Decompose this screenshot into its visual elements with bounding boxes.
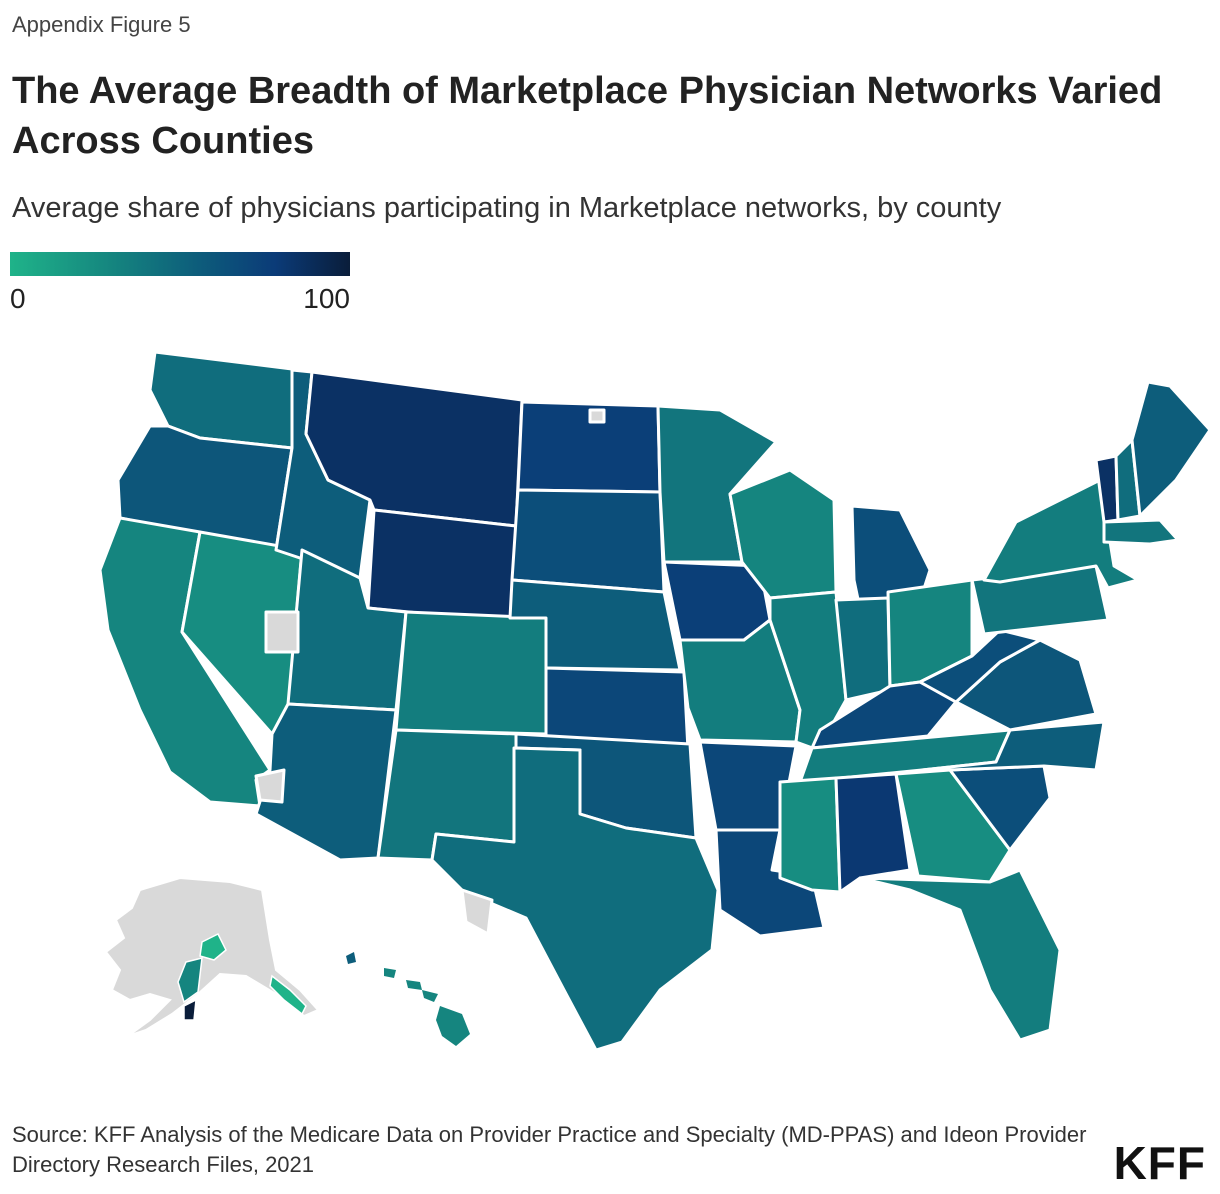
alaska-region	[177, 957, 203, 1004]
hawaii-island	[346, 952, 356, 964]
state-texas	[430, 746, 720, 1052]
us-county-map	[98, 350, 1212, 1052]
state-massachusetts	[1102, 518, 1180, 546]
state-new-york	[982, 478, 1140, 590]
state-wyoming	[366, 508, 518, 624]
no-data-regions	[104, 408, 606, 1046]
legend-max-label: 100	[303, 283, 350, 314]
alaska-region	[199, 932, 227, 961]
state-north-carolina	[920, 720, 1106, 772]
source-note: Source: KFF Analysis of the Medicare Dat…	[12, 1122, 1087, 1177]
state-mississippi	[778, 776, 842, 894]
color-scale-legend	[10, 252, 350, 276]
state-arizona	[254, 702, 398, 862]
state-regions	[98, 350, 1212, 1052]
hawaii-island	[436, 1006, 470, 1046]
alaska-region	[183, 998, 197, 1021]
state-colorado	[394, 610, 548, 736]
figure-label: Appendix Figure 5	[12, 12, 191, 37]
hawaii-island	[384, 968, 396, 978]
state-indiana	[834, 596, 892, 702]
no-data-area	[460, 888, 494, 936]
no-data-area	[264, 610, 300, 654]
chart-subtitle: Average share of physicians participatin…	[12, 192, 1002, 224]
no-data-area	[254, 768, 286, 804]
state-maine	[1130, 380, 1212, 518]
hawaii-island	[422, 990, 438, 1002]
state-west-virginia	[918, 628, 1042, 704]
state-florida	[858, 868, 1062, 1042]
no-data-area	[588, 408, 606, 424]
chart-title: The Average Breadth of Marketplace Physi…	[12, 70, 1163, 162]
alaska-region	[269, 974, 307, 1016]
kff-logo: KFF	[1113, 1137, 1206, 1189]
hawaii-island	[406, 980, 422, 990]
state-alabama	[834, 772, 912, 894]
legend-min-label: 0	[10, 283, 26, 314]
state-south-dakota	[510, 488, 666, 594]
